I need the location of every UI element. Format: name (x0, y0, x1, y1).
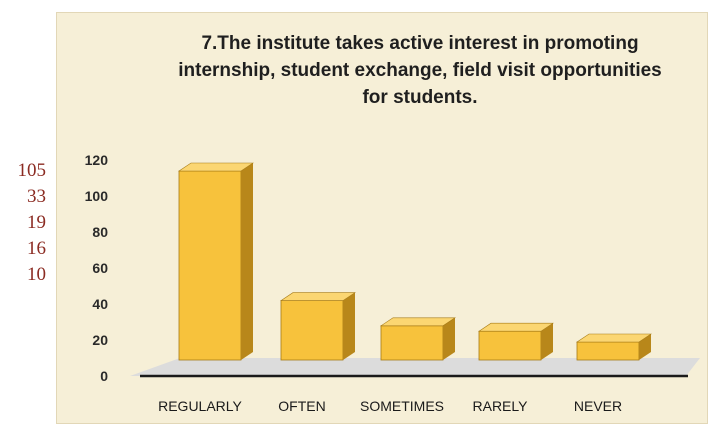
y-tick-label: 60 (92, 260, 108, 276)
y-tick-label: 80 (92, 224, 108, 240)
chart-title: 7.The institute takes active interest in… (178, 33, 662, 108)
bar-regularly (178, 162, 254, 361)
side-note-4: 16 (27, 238, 46, 259)
y-tick-label: 0 (100, 368, 108, 384)
chart-floor (130, 358, 700, 376)
y-tick-label: 100 (85, 188, 109, 204)
x-tick-label: RARELY (473, 398, 529, 414)
bar-often (280, 292, 356, 361)
x-tick-label: REGULARLY (158, 398, 242, 414)
y-tick-label: 120 (85, 152, 109, 168)
side-note-2: 33 (27, 186, 46, 207)
bar-never (576, 333, 652, 361)
side-note-1: 105 (17, 160, 47, 181)
side-note-5: 10 (27, 264, 46, 285)
bar-sometimes (380, 317, 456, 361)
y-tick-label: 20 (92, 332, 108, 348)
x-tick-label: OFTEN (278, 398, 325, 414)
x-tick-label: NEVER (574, 398, 622, 414)
bar-rarely (478, 322, 554, 361)
y-tick-label: 40 (92, 296, 108, 312)
x-tick-label: SOMETIMES (360, 398, 444, 414)
side-note-3: 19 (27, 212, 46, 233)
side-notes: 105 33 19 16 10 (0, 158, 47, 288)
